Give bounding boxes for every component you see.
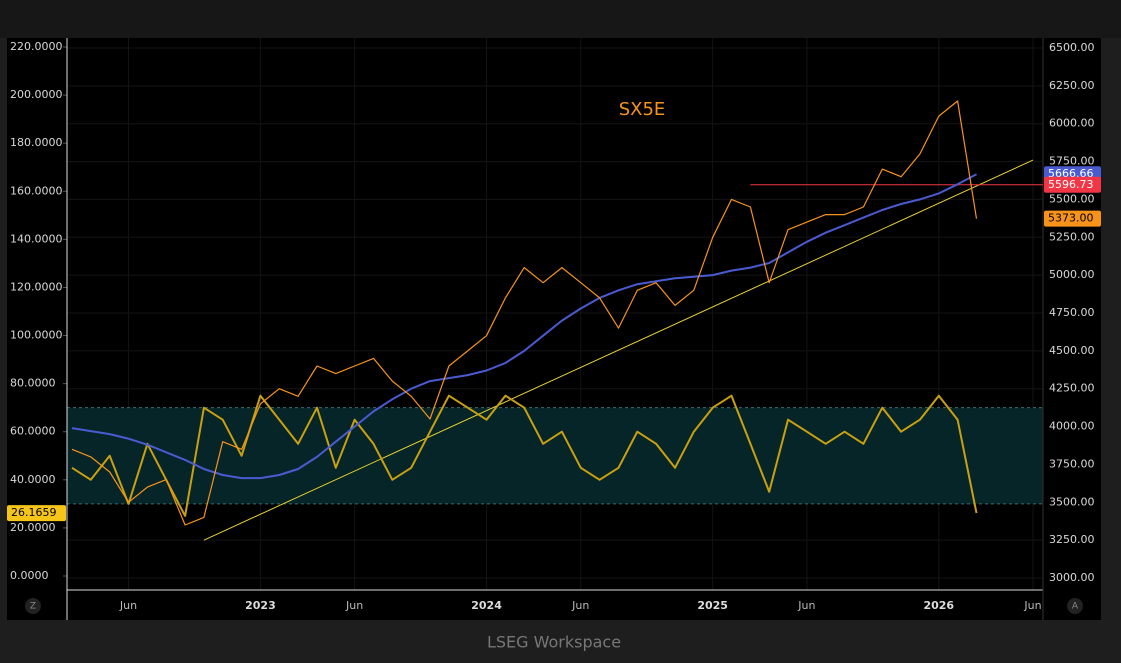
y-tick-label: 20.0000	[10, 521, 56, 534]
series-line	[71, 173, 977, 480]
y2-tick-label: 4750.00	[1049, 306, 1095, 319]
y-tick-label: 180.0000	[10, 136, 63, 149]
auto-button-label[interactable]: A	[1072, 602, 1079, 612]
x-tick-label: 2025	[697, 599, 728, 612]
y-tick-label: 120.0000	[10, 280, 63, 293]
y2-tick-label: 3250.00	[1049, 533, 1095, 546]
x-tick-label: Jun	[571, 599, 589, 612]
y-tick-label: 60.0000	[10, 425, 56, 438]
y2-tick-label: 4250.00	[1049, 382, 1095, 395]
value-tag-label: 5596.73	[1048, 178, 1094, 191]
rsi-band	[67, 407, 1043, 504]
x-tick-label: Jun	[797, 599, 815, 612]
y2-tick-label: 6500.00	[1049, 41, 1095, 54]
y2-tick-label: 5250.00	[1049, 230, 1095, 243]
chart-panel	[7, 38, 1101, 620]
x-tick-label: 2024	[471, 599, 502, 612]
value-tag-label: 5373.00	[1048, 212, 1094, 225]
y2-tick-label: 6250.00	[1049, 79, 1095, 92]
zoom-button[interactable]	[25, 598, 41, 614]
y-tick-label: 0.0000	[10, 569, 49, 582]
value-tag	[1044, 210, 1101, 227]
auto-button[interactable]	[1067, 598, 1083, 614]
y2-tick-label: 6000.00	[1049, 117, 1095, 130]
x-tick-label: 2023	[245, 599, 276, 612]
x-tick-label: Jun	[345, 599, 363, 612]
y-tick-label: 220.0000	[10, 40, 63, 53]
footer: LSEG Workspace	[487, 633, 621, 652]
y2-tick-label: 4500.00	[1049, 344, 1095, 357]
y2-tick-label: 5000.00	[1049, 268, 1095, 281]
y2-tick-label: 4000.00	[1049, 420, 1095, 433]
y2-tick-label: 5500.00	[1049, 192, 1095, 205]
value-tag	[1044, 176, 1101, 193]
y2-tick-label: 5750.00	[1049, 155, 1095, 168]
y-tick-label: 140.0000	[10, 232, 63, 245]
x-tick-label: 2026	[923, 599, 954, 612]
value-tag	[7, 505, 66, 522]
zoom-button-label[interactable]: Z	[30, 602, 36, 612]
y-tick-label: 200.0000	[10, 88, 63, 101]
trendline	[203, 159, 1034, 541]
y2-tick-label: 3750.00	[1049, 457, 1095, 470]
value-tag-label: 26.1659	[11, 506, 57, 519]
chart-title: SX5E	[619, 99, 666, 120]
x-tick-label: Jun	[1023, 599, 1041, 612]
y-tick-label: 100.0000	[10, 329, 63, 342]
y-tick-label: 40.0000	[10, 473, 56, 486]
series-line	[71, 100, 978, 526]
series-line	[71, 394, 978, 517]
y2-tick-label: 3000.00	[1049, 571, 1095, 584]
top-bar	[0, 0, 1121, 38]
y-tick-label: 160.0000	[10, 184, 63, 197]
y-tick-label: 80.0000	[10, 377, 56, 390]
x-tick-label: Jun	[119, 599, 137, 612]
y2-tick-label: 3500.00	[1049, 495, 1095, 508]
